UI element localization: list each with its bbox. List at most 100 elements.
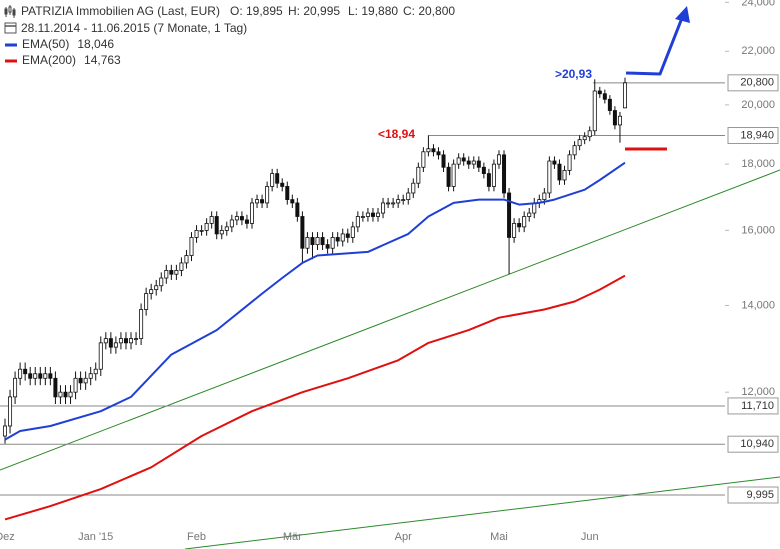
candle-body <box>502 154 507 194</box>
candle-body <box>486 173 491 187</box>
level-lines <box>0 82 725 496</box>
candle-body <box>98 342 103 370</box>
level-box <box>727 435 779 453</box>
candle-body <box>365 212 370 217</box>
candle-body <box>416 166 421 184</box>
trendline <box>0 169 780 471</box>
title: PATRIZIA Immobilien AG (Last, EUR) <box>21 4 220 18</box>
candle-body <box>38 373 43 379</box>
candle-body <box>78 377 83 384</box>
candle-body <box>174 270 179 275</box>
candle-body <box>607 98 612 111</box>
y-tick-label: 12,000 <box>741 386 775 398</box>
ohlc-high: H: 20,995 <box>288 4 340 18</box>
candle-body <box>58 391 63 398</box>
candle-body <box>456 157 461 165</box>
candle-body <box>597 90 602 95</box>
candle-body <box>23 368 28 375</box>
candle-body <box>617 115 622 126</box>
candle-body <box>315 237 320 246</box>
candle-body <box>355 216 360 228</box>
candle-body <box>370 212 375 217</box>
candle-body <box>88 373 93 379</box>
candle-body <box>189 237 194 256</box>
candle-body <box>28 373 33 379</box>
y-tick-label: 20,000 <box>741 99 775 111</box>
level-box <box>727 397 779 415</box>
candle-body <box>391 202 396 205</box>
x-tick-label: Mai <box>490 531 508 543</box>
candle-body <box>623 82 628 109</box>
candle-body <box>33 373 38 379</box>
candle-body <box>265 186 270 204</box>
candle-body <box>154 285 159 291</box>
level-box <box>727 74 779 92</box>
candle-body <box>507 192 512 238</box>
candle-body <box>48 373 53 379</box>
y-tick-label: 18,000 <box>741 158 775 170</box>
candle-body <box>386 202 391 205</box>
candle-body <box>300 216 305 249</box>
candle-body <box>592 90 597 132</box>
candle-body <box>280 182 285 187</box>
candle-body <box>532 202 537 214</box>
candle-body <box>421 151 426 168</box>
level-box <box>727 486 779 504</box>
candle-body <box>179 262 184 271</box>
level-label: 11,710 <box>741 400 774 412</box>
candle-body <box>224 226 229 231</box>
candle-body <box>527 212 532 217</box>
candle-body <box>577 139 582 147</box>
candle-body <box>290 199 295 204</box>
candle-body <box>340 233 345 242</box>
arrow <box>625 17 684 76</box>
candle-body <box>285 186 290 201</box>
candle-body <box>3 425 8 437</box>
level-box <box>727 127 779 145</box>
y-tick-label: 14,000 <box>741 299 775 311</box>
candle-body <box>68 391 73 398</box>
legend-value: 14,763 <box>84 53 121 67</box>
candle-body <box>481 166 486 174</box>
candle-body <box>199 229 204 232</box>
candle-body <box>542 192 547 201</box>
candle-body <box>249 202 254 224</box>
candle-body <box>401 199 406 202</box>
candle-body <box>436 151 441 156</box>
candle-body <box>350 226 355 238</box>
candle-body <box>451 163 456 187</box>
candles <box>3 77 628 444</box>
y-tick-label: 24,000 <box>741 0 775 8</box>
level-label: 10,940 <box>740 438 774 450</box>
ema-line <box>4 161 626 441</box>
candle-body <box>123 338 128 344</box>
candle-body <box>612 110 617 126</box>
candle-body <box>164 270 169 279</box>
arrow-head <box>675 6 690 23</box>
candle-body <box>169 270 174 275</box>
x-tick-label: Apr <box>395 531 412 543</box>
candle-body <box>441 154 446 168</box>
candle-body <box>103 338 108 344</box>
candle-body <box>295 202 300 217</box>
candle-body <box>381 202 386 214</box>
candle-body <box>194 229 199 238</box>
candle-body <box>204 222 209 231</box>
candle-body <box>335 237 340 242</box>
candle-body <box>229 219 234 228</box>
candle-body <box>209 216 214 224</box>
candle-body <box>491 163 496 187</box>
candle-body <box>360 216 365 218</box>
candle-body <box>149 289 154 294</box>
ohlc-close: C: 20,800 <box>403 4 455 18</box>
candle-body <box>567 154 572 171</box>
candle-body <box>83 377 88 384</box>
candle-body <box>184 255 189 264</box>
candle-body <box>411 182 416 194</box>
ema-lines <box>4 161 626 521</box>
candle-body <box>13 377 18 398</box>
candle-body <box>129 338 134 344</box>
y-tick-label: 16,000 <box>741 224 775 236</box>
candle-body <box>446 166 451 187</box>
